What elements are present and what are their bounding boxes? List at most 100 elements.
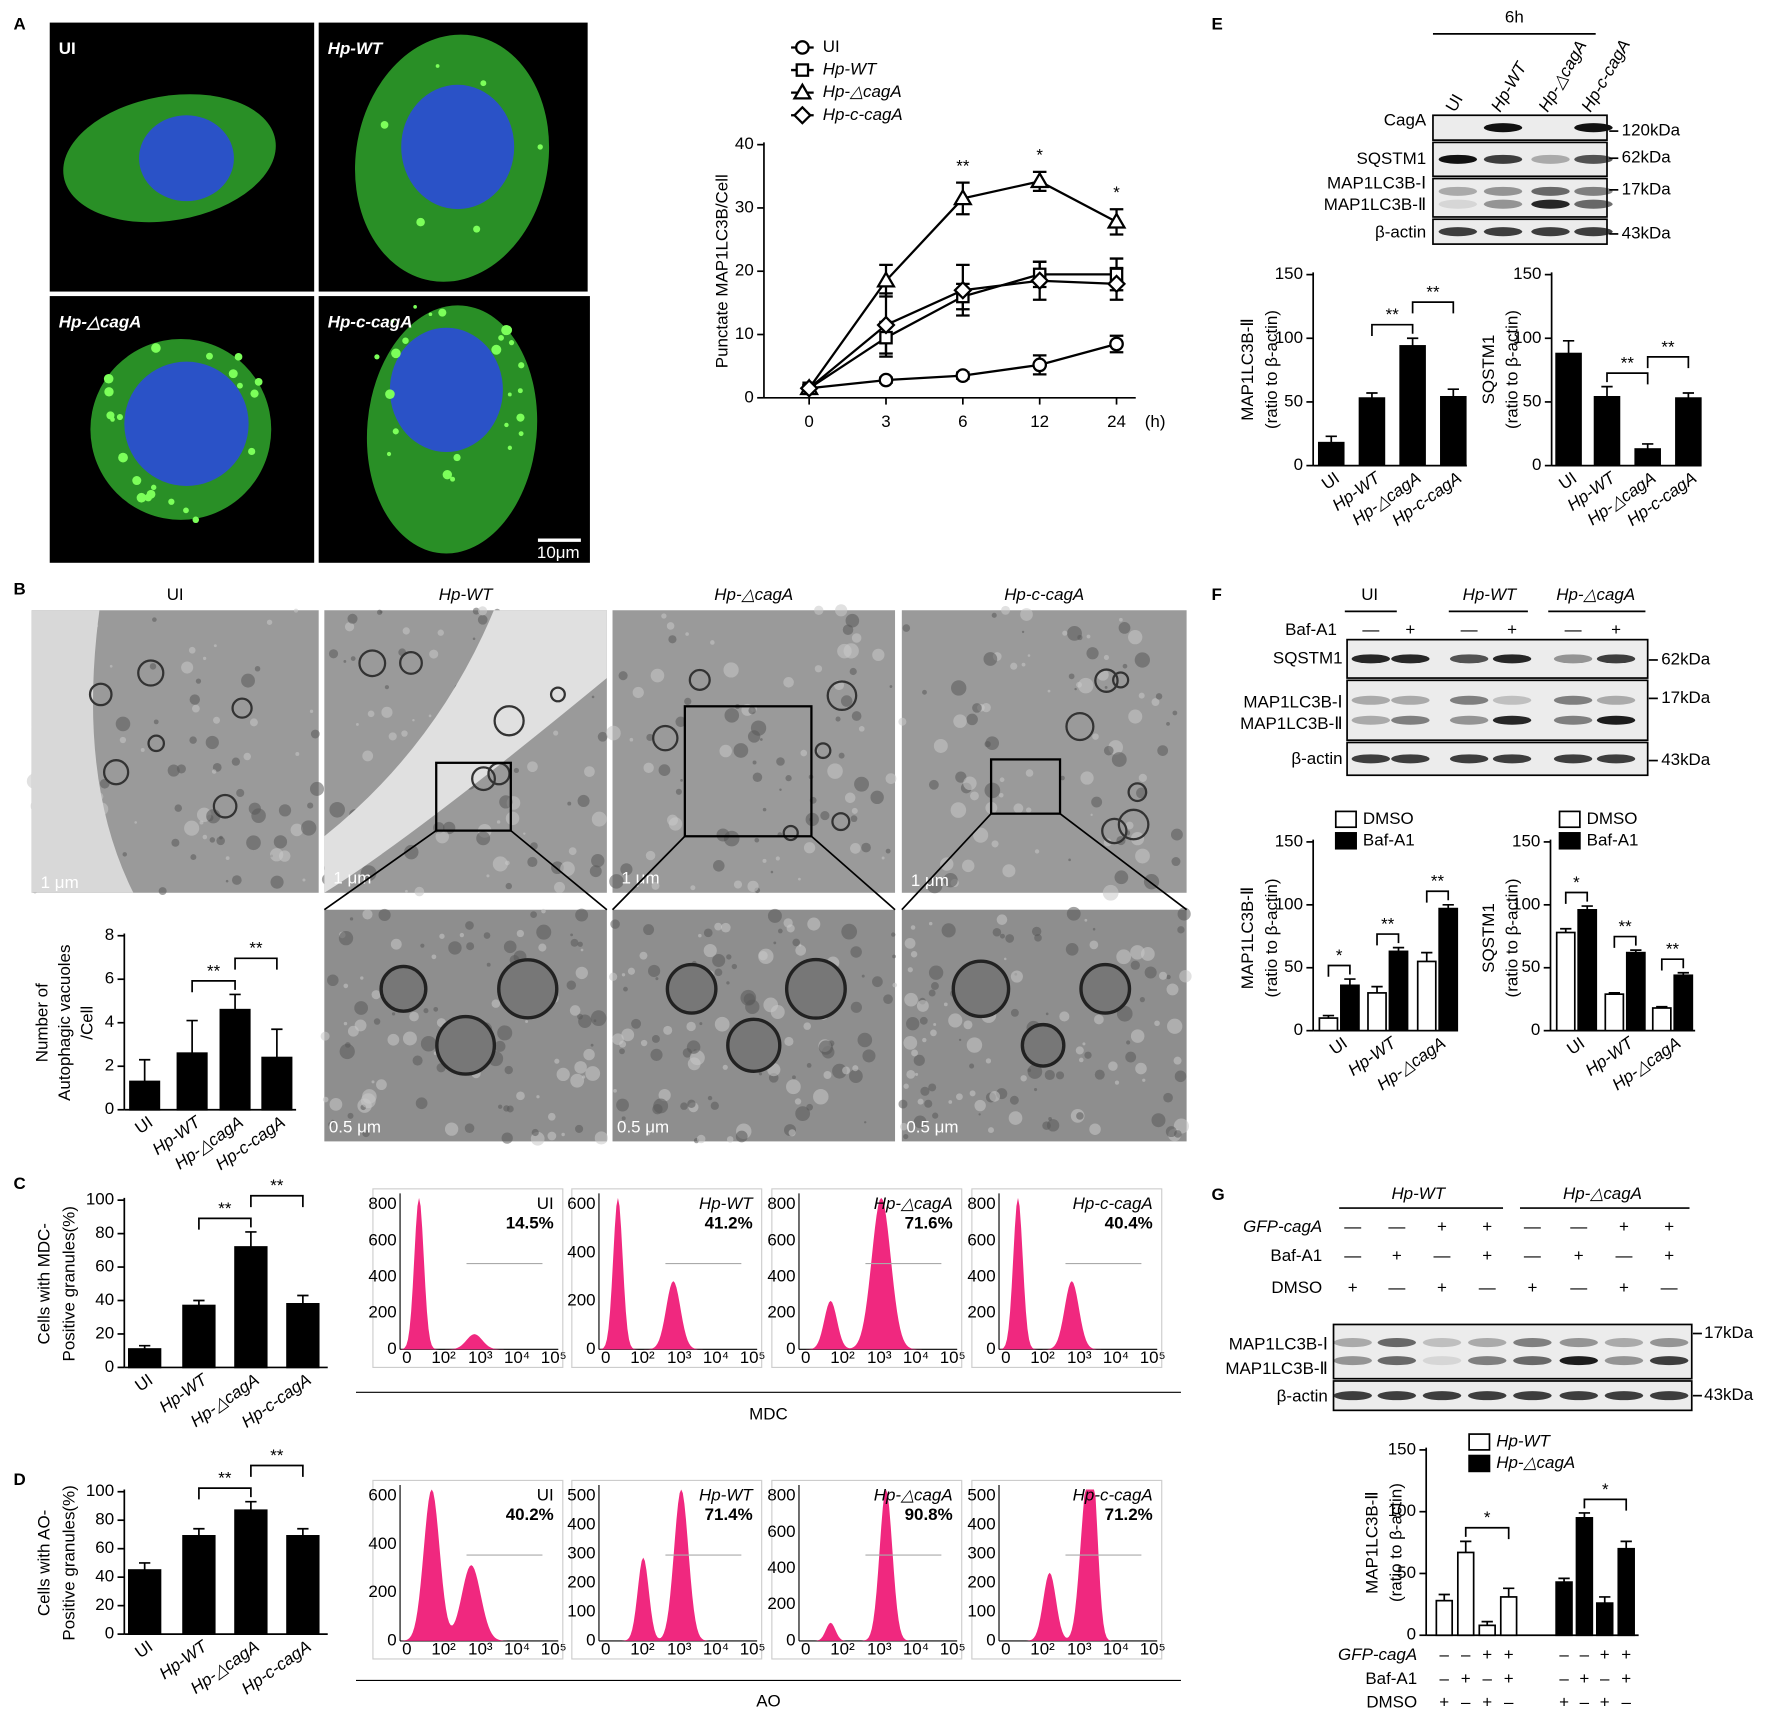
blot-band xyxy=(1513,1356,1552,1366)
puncta xyxy=(146,489,156,499)
marker-label: 43kDa xyxy=(1704,1385,1754,1404)
puncta xyxy=(507,392,512,397)
blot-band xyxy=(1483,186,1523,196)
legend-label: UI xyxy=(823,37,840,56)
tem-texture xyxy=(378,908,391,922)
tem-texture xyxy=(911,1049,918,1057)
sign: + xyxy=(1461,1669,1471,1688)
significance: ** xyxy=(1431,872,1445,891)
tem-texture xyxy=(1002,864,1016,878)
blot-row-label: β-actin xyxy=(1291,749,1342,768)
error-bar xyxy=(1460,1540,1472,1553)
condition-label: Baf-A1 xyxy=(1270,1246,1322,1265)
tem-texture xyxy=(687,1099,696,1109)
tem-texture xyxy=(360,865,377,882)
tem-texture xyxy=(379,610,383,614)
tem-texture xyxy=(503,1105,510,1112)
legend-swatch xyxy=(1334,810,1357,829)
tem-texture xyxy=(1062,630,1068,636)
tem-texture xyxy=(174,804,183,812)
sign: – xyxy=(1559,1669,1569,1688)
zoom-box xyxy=(683,705,813,838)
sign: — xyxy=(1479,1278,1496,1297)
significance-bracket xyxy=(250,1194,304,1208)
tem-texture xyxy=(632,686,644,699)
tem-texture xyxy=(881,856,885,860)
sign: — xyxy=(1661,1278,1678,1297)
marker xyxy=(795,63,810,77)
bar xyxy=(1317,441,1345,467)
tem-texture xyxy=(439,933,445,939)
tem-texture xyxy=(1126,1040,1131,1045)
tem-texture xyxy=(835,716,841,722)
tem-texture xyxy=(1021,630,1025,634)
tem-texture xyxy=(1130,945,1145,960)
flow-x-tick-label: 10⁴ xyxy=(903,1639,929,1658)
flow-y-tick-label: 0 xyxy=(786,1630,795,1649)
error-bar xyxy=(193,1527,205,1536)
bar xyxy=(1435,1599,1454,1637)
tem-texture xyxy=(680,779,683,782)
flow-histogram xyxy=(798,1197,958,1350)
sign: + xyxy=(1619,1278,1629,1297)
tem-texture xyxy=(270,875,284,889)
marker xyxy=(953,280,973,300)
tem-texture xyxy=(577,941,583,947)
sign: – xyxy=(1559,1645,1569,1664)
bar xyxy=(127,1569,162,1635)
error-bar xyxy=(139,1562,151,1571)
flow-x-tick-label: 10⁴ xyxy=(504,1639,530,1658)
sign: — xyxy=(1565,620,1582,639)
blot-band xyxy=(1391,715,1430,725)
flow-x-tick-label: 10² xyxy=(830,1639,855,1658)
tem-texture xyxy=(536,1095,540,1099)
tem-texture xyxy=(577,794,590,807)
y-tick-label: 10 xyxy=(735,324,754,343)
tem-texture xyxy=(792,1075,796,1080)
tem-texture xyxy=(698,933,702,938)
tem-texture xyxy=(955,771,967,783)
tem-texture xyxy=(1125,821,1134,830)
blot-band xyxy=(1604,1356,1644,1366)
tem-texture xyxy=(1021,662,1026,667)
vesicle xyxy=(782,824,799,842)
tem-texture xyxy=(940,857,954,871)
tem-title: Hp-△cagA xyxy=(714,585,793,604)
blot-band xyxy=(1351,754,1391,764)
sign: + xyxy=(1621,1669,1631,1688)
blot-row-label: MAP1LC3B-Ⅱ xyxy=(1240,714,1342,733)
tem-texture xyxy=(310,729,320,739)
bar xyxy=(1367,992,1387,1032)
flow-y-tick-label: 800 xyxy=(368,1194,396,1213)
tem-texture xyxy=(723,662,739,678)
flow-x-tick-label: 10⁵ xyxy=(541,1348,567,1367)
error-bar xyxy=(1560,927,1572,933)
significance: ** xyxy=(1426,283,1440,302)
flow-y-tick-label: 0 xyxy=(586,1339,595,1358)
tem-texture xyxy=(835,604,848,617)
tem-texture xyxy=(483,932,491,939)
tem-texture xyxy=(354,1019,367,1032)
tem-texture xyxy=(786,1079,801,1095)
sign: + xyxy=(1507,620,1517,639)
tem-texture xyxy=(827,763,843,779)
tem-texture xyxy=(800,749,808,757)
tem-texture xyxy=(343,660,347,663)
tem-texture xyxy=(1005,934,1015,943)
tem-texture xyxy=(966,1037,983,1053)
sign: + xyxy=(1579,1669,1589,1688)
tem-texture xyxy=(726,981,730,985)
flow-label: Hp-△cagA xyxy=(874,1486,953,1505)
tem-texture xyxy=(951,680,967,696)
tem-texture xyxy=(763,997,779,1013)
y-axis-label: (ratio to β-actin) xyxy=(1503,879,1522,998)
puncta xyxy=(234,352,243,361)
puncta xyxy=(168,498,175,505)
error-bar xyxy=(1322,1014,1335,1019)
flow-x-tick-label: 10³ xyxy=(1067,1348,1092,1367)
error-bar xyxy=(1366,392,1378,399)
tem-texture xyxy=(978,1113,981,1116)
blot-band xyxy=(1559,1391,1598,1401)
flow-y-tick-label: 0 xyxy=(586,1630,595,1649)
